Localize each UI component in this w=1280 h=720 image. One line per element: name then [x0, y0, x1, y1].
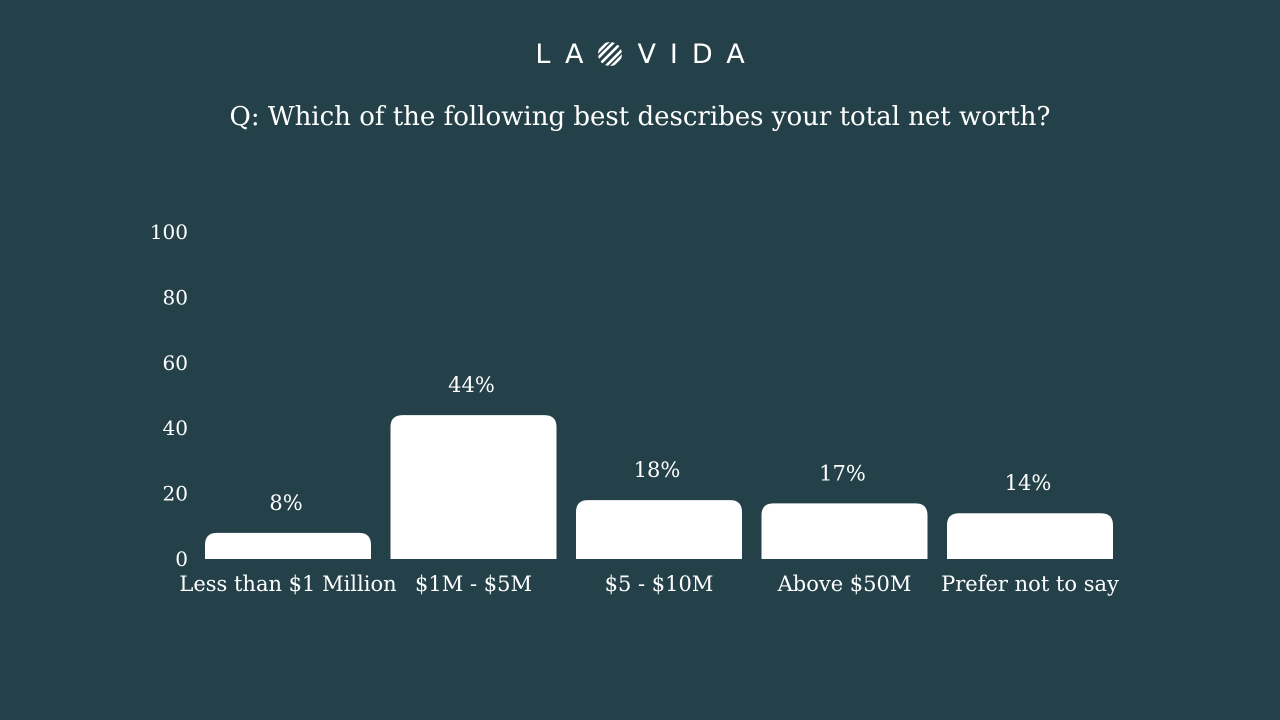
bar [761, 503, 928, 559]
bar-value-label: 18% [634, 458, 681, 482]
bar [947, 513, 1113, 559]
brand-name-right: VIDA [637, 38, 759, 70]
y-tick-label: 80 [163, 285, 188, 309]
bar [205, 532, 371, 559]
y-tick-label: 0 [175, 547, 188, 571]
chart-question-title: Q: Which of the following best describes… [229, 102, 1051, 132]
y-tick-label: 60 [163, 351, 188, 375]
bar [390, 415, 557, 559]
x-category-label: $5 - $10M [605, 572, 714, 596]
x-category-label: $1M - $5M [415, 572, 532, 596]
brand-logo: LA VIDA [0, 34, 1280, 74]
y-tick-label: 100 [150, 220, 188, 244]
diagonal-stripes-circle-icon [598, 42, 623, 66]
bar-value-label: 14% [1005, 471, 1052, 495]
bar-value-label: 44% [448, 373, 495, 397]
x-category-label: Above $50M [777, 572, 912, 596]
bar [576, 500, 742, 559]
y-tick-label: 20 [163, 482, 188, 506]
y-tick-label: 40 [163, 416, 188, 440]
bar-value-label: 17% [819, 461, 866, 485]
x-category-label: Less than $1 Million [179, 572, 396, 596]
brand-name-left: LA [535, 38, 598, 70]
bar-value-label: 8% [269, 491, 302, 515]
x-category-label: Prefer not to say [941, 572, 1119, 596]
